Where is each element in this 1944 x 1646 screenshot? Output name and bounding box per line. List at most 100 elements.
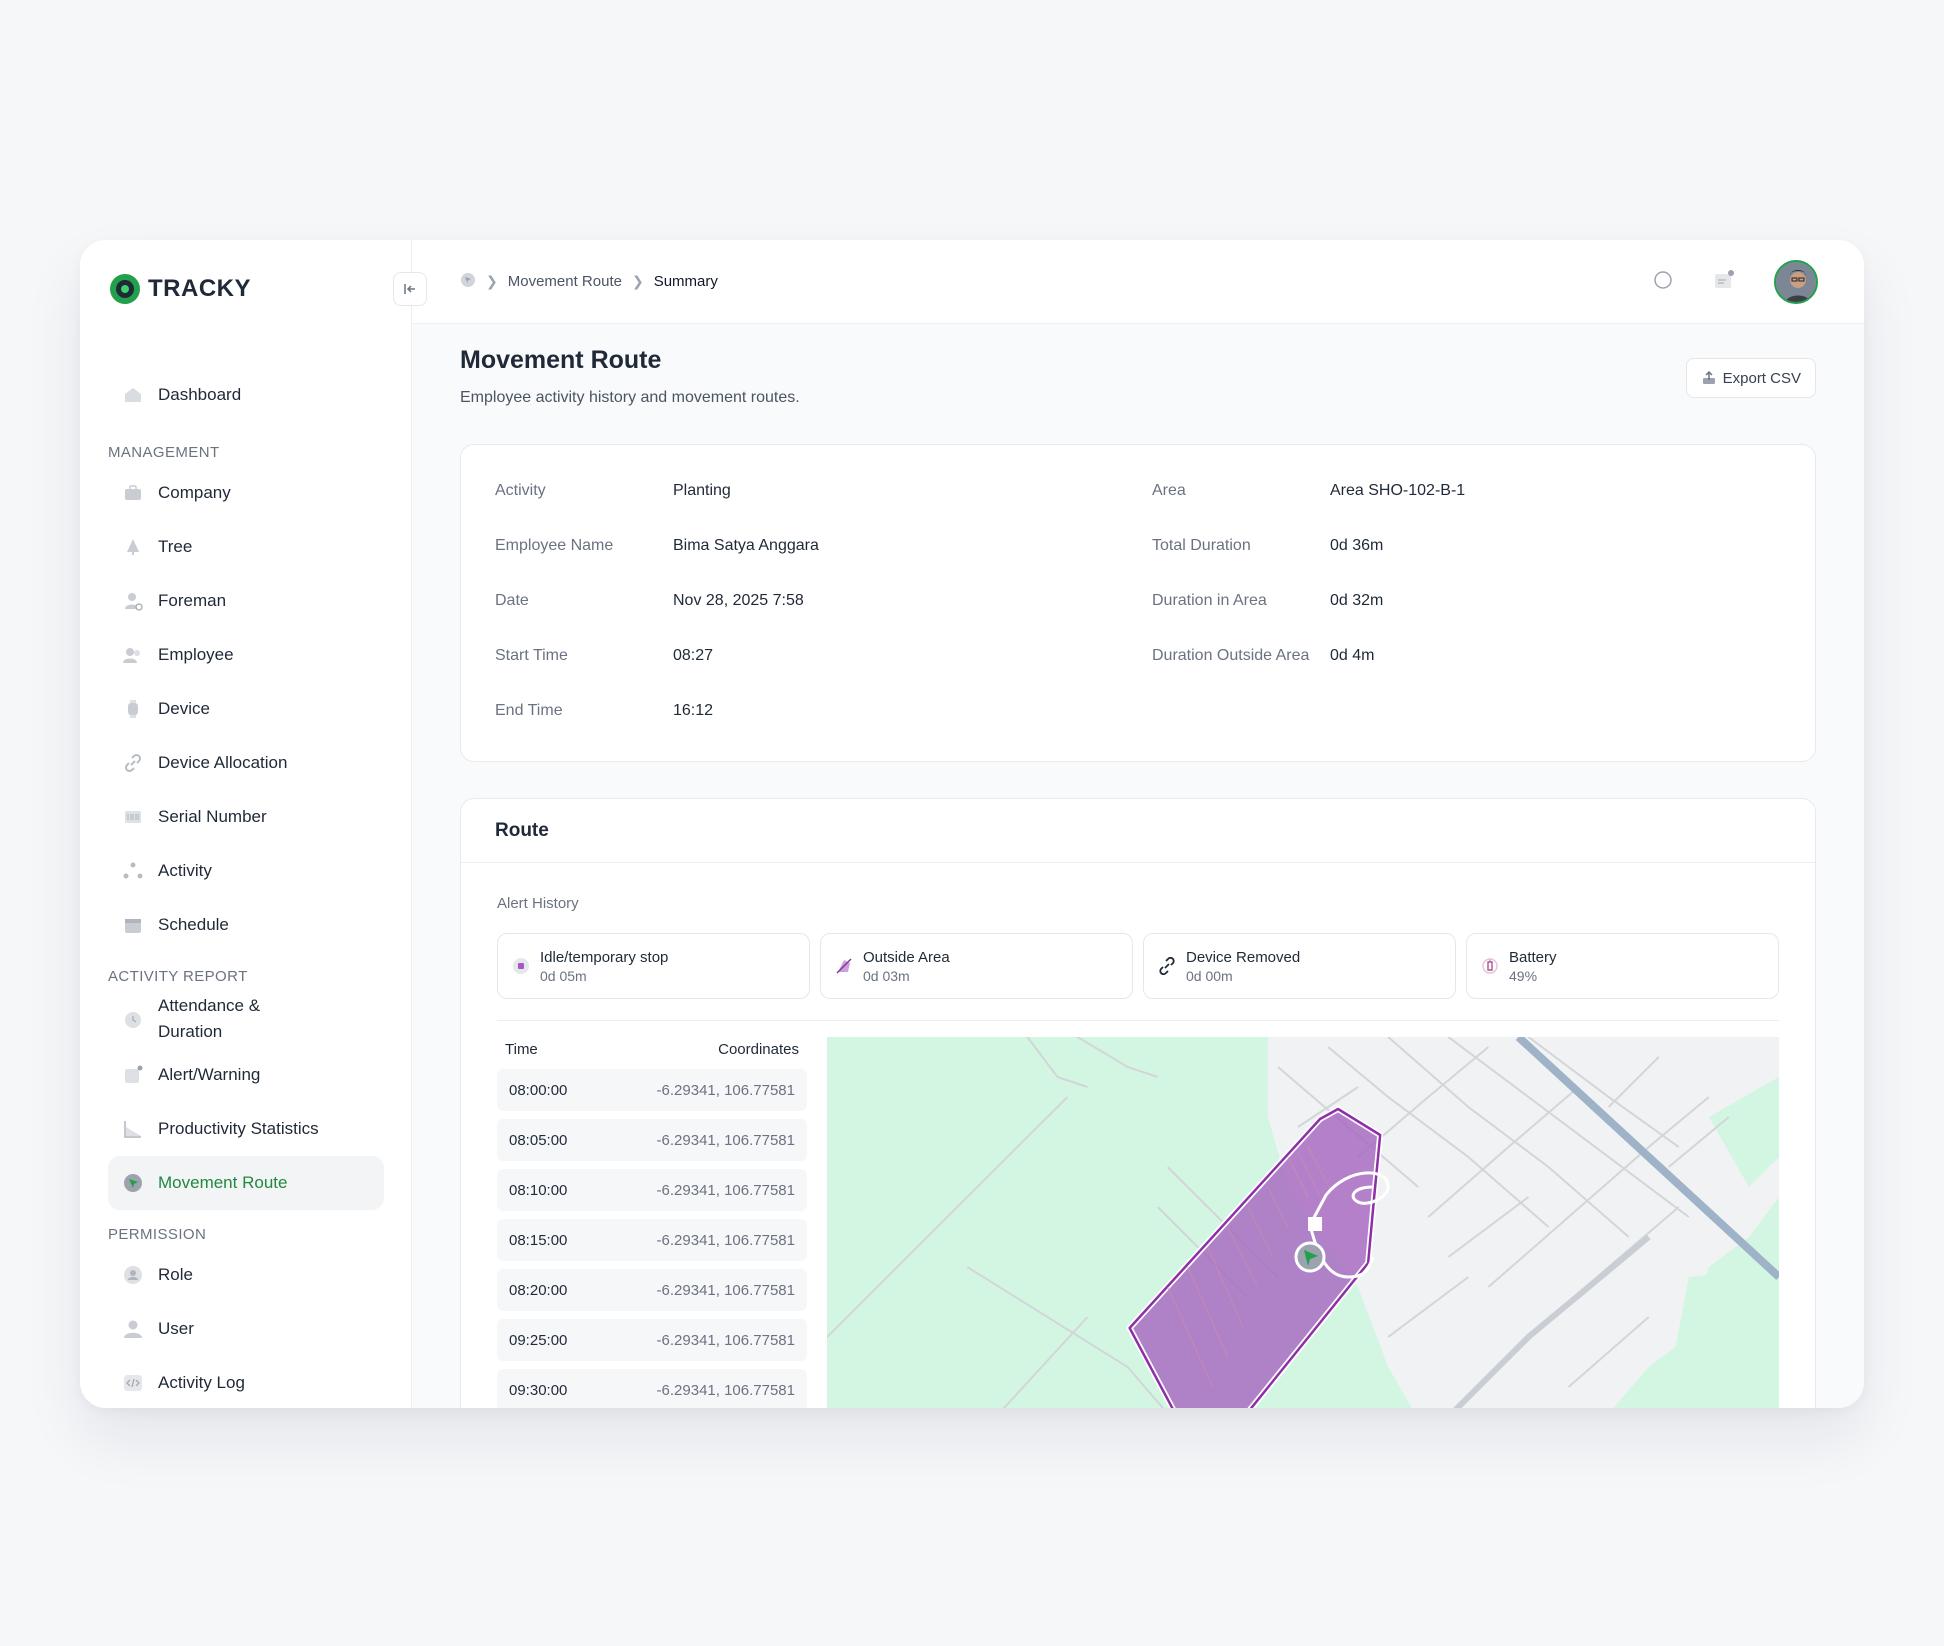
breadcrumb-item[interactable]: Movement Route <box>507 273 622 290</box>
column-header-time: Time <box>505 1041 538 1058</box>
collapse-sidebar-button[interactable] <box>393 272 427 306</box>
sidebar-item-label: Device Allocation <box>158 753 288 772</box>
export-csv-button[interactable]: Export CSV <box>1685 358 1816 398</box>
sidebar-item-device-allocation[interactable]: Device Allocation <box>108 736 384 790</box>
table-header: Time Coordinates <box>497 1035 807 1069</box>
sidebar-item-employee[interactable]: Employee <box>108 628 384 682</box>
sidebar-item-label: Serial Number <box>158 807 267 826</box>
chevron-right-icon: ❯ <box>631 273 644 289</box>
row-time: 09:30:00 <box>509 1381 568 1399</box>
collapse-icon <box>404 284 415 294</box>
briefcase-icon <box>122 482 144 504</box>
main-content: ❯ Movement Route ❯ Summary Movement Rout… <box>412 240 1864 1408</box>
table-row[interactable]: 08:15:00 -6.29341, 106.77581 <box>497 1219 807 1261</box>
sidebar-item-alert-warning[interactable]: Alert/Warning <box>108 1048 384 1102</box>
table-row[interactable]: 08:20:00 -6.29341, 106.77581 <box>497 1269 807 1311</box>
page-title: Movement Route <box>460 346 662 374</box>
search-icon[interactable] <box>1652 269 1674 296</box>
upload-icon <box>1702 370 1715 384</box>
activity-icon <box>122 860 144 882</box>
sidebar-item-label: Attendance & Duration <box>158 996 261 1041</box>
sidebar-item-activity[interactable]: Activity <box>108 844 384 898</box>
sidebar-item-serial-number[interactable]: Serial Number <box>108 790 384 844</box>
sidebar-item-tree[interactable]: Tree <box>108 520 384 574</box>
link-icon <box>122 752 144 774</box>
row-coords: -6.29341, 106.77581 <box>656 1081 795 1099</box>
route-map[interactable] <box>827 1037 1779 1408</box>
watch-icon <box>122 698 144 720</box>
row-time: 08:05:00 <box>509 1131 568 1149</box>
foreman-icon <box>122 590 144 612</box>
section-title-activity-report: ACTIVITY REPORT <box>108 968 248 985</box>
sidebar-item-activity-log[interactable]: Activity Log <box>108 1356 384 1408</box>
table-row[interactable]: 08:10:00 -6.29341, 106.77581 <box>497 1169 807 1211</box>
sidebar-item-label: Tree <box>158 537 193 556</box>
info-row: Area Area SHO-102-B-1 <box>1152 463 1465 518</box>
info-row: Employee Name Bima Satya Anggara <box>495 518 819 573</box>
sidebar-item-label: Foreman <box>158 591 227 610</box>
row-time: 09:25:00 <box>509 1331 568 1349</box>
info-key: Duration Outside Area <box>1152 646 1310 664</box>
info-value: Bima Satya Anggara <box>673 536 819 554</box>
row-time: 08:00:00 <box>509 1081 568 1099</box>
sidebar-item-label: User <box>158 1319 194 1338</box>
breadcrumb-current: Summary <box>653 273 718 290</box>
home-icon <box>122 384 144 406</box>
info-key: Start Time <box>495 646 568 664</box>
info-key: Duration in Area <box>1152 591 1267 609</box>
sidebar-item-role[interactable]: Role <box>108 1248 384 1302</box>
alert-icon <box>122 1064 144 1086</box>
info-row: End Time 16:12 <box>495 683 819 738</box>
sidebar-item-device[interactable]: Device <box>108 682 384 736</box>
row-time: 08:10:00 <box>509 1181 568 1199</box>
battery-icon <box>1482 958 1498 974</box>
sidebar-item-foreman[interactable]: Foreman <box>108 574 384 628</box>
alert-chip-outside-area[interactable]: Outside Area 0d 03m <box>820 933 1133 999</box>
row-coords: -6.29341, 106.77581 <box>656 1281 795 1299</box>
info-value: 0d 36m <box>1330 536 1384 554</box>
info-value: 08:27 <box>673 646 714 664</box>
alert-value: 49% <box>1509 967 1538 984</box>
row-coords: -6.29341, 106.77581 <box>656 1181 795 1199</box>
sidebar-item-dashboard[interactable]: Dashboard <box>108 368 384 422</box>
logo-icon <box>110 274 140 304</box>
info-key: Activity <box>495 481 546 499</box>
outside-area-icon <box>836 958 852 974</box>
sidebar-nav: Dashboard MANAGEMENT Company Tree Forema… <box>108 368 384 1408</box>
route-time-table: Time Coordinates 08:00:00 -6.29341, 106.7… <box>497 1035 807 1408</box>
info-key: Area <box>1152 481 1186 499</box>
alert-name: Idle/temporary stop <box>540 948 669 966</box>
sidebar-item-schedule[interactable]: Schedule <box>108 898 384 952</box>
section-title-management: MANAGEMENT <box>108 444 220 461</box>
row-coords: -6.29341, 106.77581 <box>656 1331 795 1349</box>
alert-name: Outside Area <box>863 948 950 966</box>
logo[interactable]: TRACKY <box>110 274 251 304</box>
info-row: Duration in Area 0d 32m <box>1152 573 1465 628</box>
alert-chip-device-removed[interactable]: Device Removed 0d 00m <box>1143 933 1456 999</box>
sidebar-item-productivity-statistics[interactable]: Productivity Statistics <box>108 1102 384 1156</box>
table-row[interactable]: 09:25:00 -6.29341, 106.77581 <box>497 1319 807 1361</box>
page-header: Movement Route Employee activity history… <box>460 346 800 407</box>
sidebar-item-label: Dashboard <box>158 385 242 404</box>
notification-icon[interactable] <box>1712 268 1736 297</box>
sidebar-item-company[interactable]: Company <box>108 466 384 520</box>
table-row[interactable]: 09:30:00 -6.29341, 106.77581 <box>497 1369 807 1408</box>
sidebar-item-movement-route[interactable]: Movement Route <box>108 1156 384 1210</box>
sidebar-item-attendance-duration[interactable]: Attendance & Duration <box>108 990 384 1048</box>
barcode-icon <box>122 806 144 828</box>
sidebar-item-label: Activity Log <box>158 1373 245 1392</box>
info-key: End Time <box>495 701 563 719</box>
alert-chip-battery[interactable]: Battery 49% <box>1466 933 1779 999</box>
table-row[interactable]: 08:00:00 -6.29341, 106.77581 <box>497 1069 807 1111</box>
table-row[interactable]: 08:05:00 -6.29341, 106.77581 <box>497 1119 807 1161</box>
alert-value: 0d 05m <box>540 967 587 984</box>
sidebar-item-user[interactable]: User <box>108 1302 384 1356</box>
summary-left-column: Activity Planting Employee Name Bima Satya… <box>495 463 819 738</box>
info-row: Duration Outside Area 0d 4m <box>1152 628 1465 683</box>
info-row: Activity Planting <box>495 463 819 518</box>
breadcrumb: ❯ Movement Route ❯ Summary <box>460 272 718 292</box>
alert-chip-idle[interactable]: Idle/temporary stop 0d 05m <box>497 933 810 999</box>
avatar[interactable] <box>1774 260 1818 304</box>
unlink-icon <box>1159 957 1175 975</box>
breadcrumb-home-icon[interactable] <box>460 272 476 292</box>
